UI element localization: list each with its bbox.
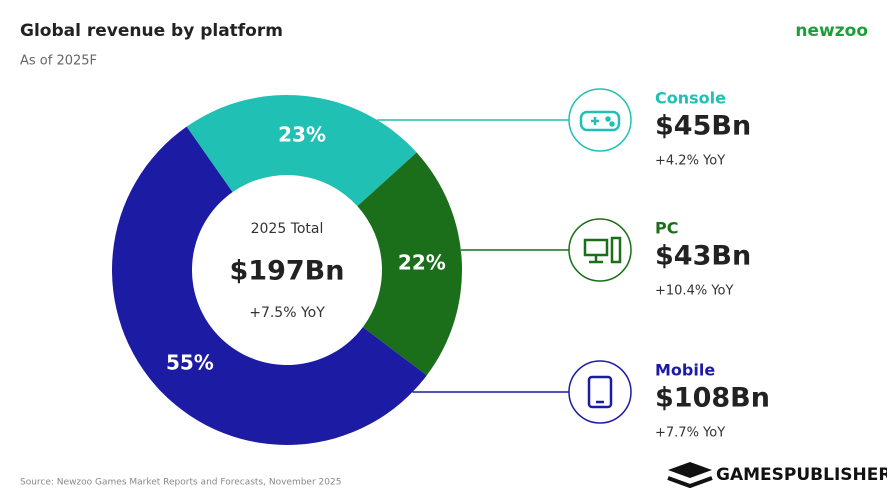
yoy-change: +4.2% YoY: [655, 154, 725, 169]
yoy-change: +10.4% YoY: [655, 284, 733, 299]
watermark-logo: [667, 462, 713, 489]
donut-segment: [111, 126, 427, 446]
icons: [579, 110, 622, 409]
amount: $43Bn: [655, 241, 751, 272]
pc-icon: [583, 236, 622, 264]
center-value: $197Bn: [230, 256, 345, 287]
yoy-change: +7.7% YoY: [655, 426, 725, 441]
console-icon: [579, 110, 621, 132]
chart-title: Global revenue by platform: [20, 21, 283, 41]
watermark: GAMESPUBLISHER.COM: [716, 465, 887, 485]
amount: $108Bn: [655, 383, 770, 414]
console-icon-dot: [605, 116, 611, 122]
value-label: 23%: [278, 122, 326, 146]
donut-segment: [186, 95, 417, 207]
amount: $45Bn: [655, 111, 751, 142]
legend-name: Mobile: [655, 361, 715, 380]
donut-segment: [357, 152, 462, 376]
chart-subtitle: As of 2025F: [20, 54, 97, 69]
value-label: 55%: [166, 350, 214, 374]
icon-circle: [568, 360, 632, 424]
center-label: 2025 Total: [251, 221, 324, 237]
legend-name: PC: [655, 219, 678, 238]
center-change: +7.5% YoY: [249, 305, 325, 321]
console-icon-dot: [609, 121, 615, 127]
mobile-icon: [587, 375, 613, 409]
brand: newzoo: [795, 21, 868, 41]
icon-circle: [568, 88, 632, 152]
source: Source: Newzoo Games Market Reports and …: [20, 478, 341, 488]
icon-circle: [568, 218, 632, 282]
legend-name: Console: [655, 89, 726, 108]
value-label: 22%: [398, 250, 446, 274]
